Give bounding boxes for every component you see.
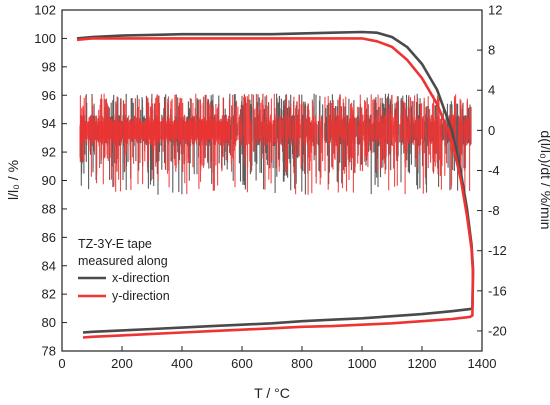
x-tick-label-1000: 1000 [348, 356, 377, 371]
y-left-tick-label-94: 94 [42, 116, 56, 131]
x-axis-title: T / °C [254, 385, 290, 401]
y-left-axis-ticks: 78 80 82 84 86 88 90 92 94 96 98 100 102 [34, 3, 67, 359]
y-left-axis-title: l/l₀ / % [5, 160, 21, 200]
x-tick-label-0: 0 [58, 356, 65, 371]
y-right-axis-ticks: -20 -16 -12 -8 -4 0 4 8 12 [477, 3, 507, 338]
y-left-tick-label-96: 96 [42, 88, 56, 103]
y-left-tick-label-92: 92 [42, 145, 56, 160]
y-left-tick-label-80: 80 [42, 315, 56, 330]
y-right-tick-label--16: -16 [488, 283, 507, 298]
y-left-tick-label-82: 82 [42, 287, 56, 302]
y-left-tick-label-84: 84 [42, 258, 56, 273]
y-left-tick-label-100: 100 [34, 31, 56, 46]
y-right-tick-label--8: -8 [488, 203, 500, 218]
y-left-tick-label-88: 88 [42, 201, 56, 216]
series-line-y-direction [76, 37, 475, 339]
y-left-tick-label-90: 90 [42, 173, 56, 188]
x-tick-label-1400: 1400 [468, 356, 497, 371]
x-tick-label-400: 400 [171, 356, 193, 371]
y-right-tick-label-8: 8 [488, 43, 495, 58]
legend-label-x-direction: x-direction [112, 271, 170, 285]
x-tick-label-800: 800 [291, 356, 313, 371]
y-right-tick-label-4: 4 [488, 83, 495, 98]
series-layer [76, 30, 475, 339]
y-right-tick-label--20: -20 [488, 323, 507, 338]
y-left-tick-label-102: 102 [34, 3, 56, 18]
legend: TZ-3Y-E tape measured along x-direction … [78, 237, 170, 303]
y-right-tick-label-0: 0 [488, 123, 495, 138]
y-right-tick-label--12: -12 [488, 243, 507, 258]
y-right-tick-label-12: 12 [488, 3, 502, 18]
y-right-tick-label--4: -4 [488, 163, 500, 178]
rate-noise-core [80, 121, 230, 140]
rate-noise-band [79, 93, 472, 195]
legend-title-line-2: measured along [78, 254, 168, 268]
y-right-axis-title: d(l/l₀)/dt / %/min [538, 130, 550, 229]
y-left-tick-label-86: 86 [42, 230, 56, 245]
x-axis-ticks: 0 200 400 600 800 1000 1200 1400 [58, 346, 496, 371]
x-tick-label-200: 200 [111, 356, 133, 371]
legend-title-line-1: TZ-3Y-E tape [78, 237, 152, 251]
y-left-tick-label-98: 98 [42, 59, 56, 74]
legend-label-y-direction: y-direction [112, 289, 170, 303]
x-tick-label-600: 600 [231, 356, 253, 371]
x-tick-label-1200: 1200 [408, 356, 437, 371]
y-left-tick-label-78: 78 [42, 344, 56, 359]
